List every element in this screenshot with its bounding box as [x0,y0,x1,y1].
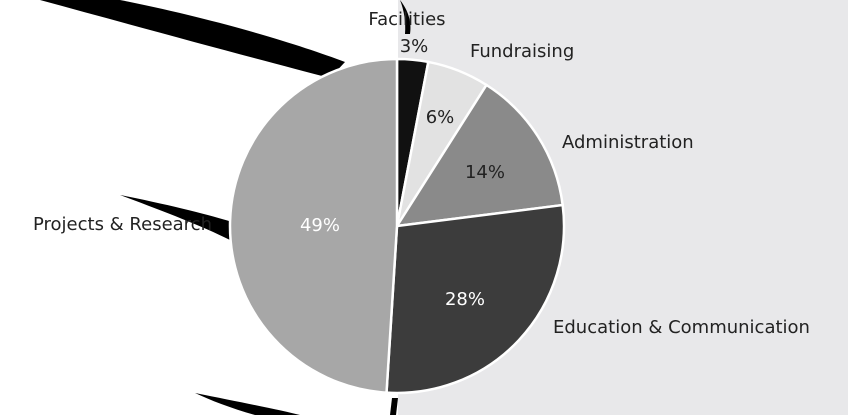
swoosh [390,398,398,415]
swoosh [120,195,232,240]
swoosh [40,0,345,78]
pie-slice [228,57,399,394]
value-label: 6% [426,107,455,128]
category-label: Administration [562,132,694,153]
swoosh [400,0,411,34]
swoosh [195,393,300,415]
value-label: 28% [445,289,485,310]
category-label: Education & Communication [553,317,810,338]
value-label: 14% [465,162,505,183]
value-label: 49% [300,215,340,236]
category-label: Projects & Research [33,214,212,235]
pie-slice [394,83,565,228]
category-label: Facilities [368,9,445,30]
pie-slice [385,203,566,395]
value-label: 3% [400,36,429,57]
category-label: Fundraising [470,41,574,62]
